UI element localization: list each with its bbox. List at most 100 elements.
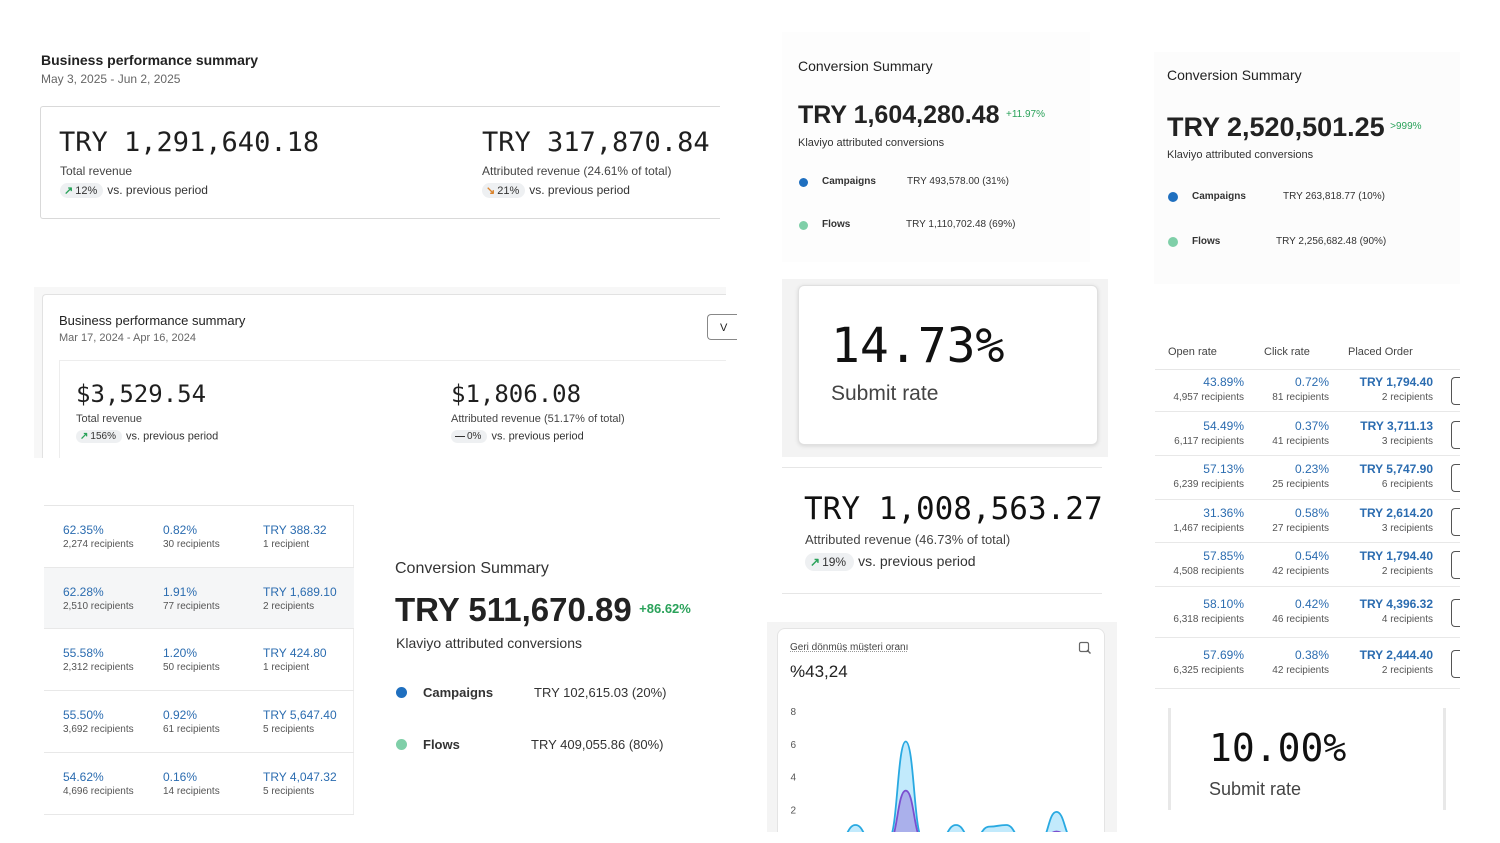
conv-right-card	[1154, 52, 1460, 284]
row-action-button[interactable]	[1451, 464, 1460, 492]
campaigns-dot	[799, 178, 808, 187]
conv-mid-value: TRY 1,604,280.48 +11.97%	[798, 101, 1045, 130]
bps1-total-label: Total revenue	[60, 164, 133, 178]
placed-order[interactable]: TRY 1,689.10	[263, 585, 337, 599]
conv-large-label: Klaviyo attributed conversions	[396, 635, 582, 651]
table-row[interactable]: 55.50% 3,692 recipients 0.92% 61 recipie…	[44, 691, 354, 753]
click-rate: 1.91%	[163, 585, 198, 599]
table-row[interactable]: 54.49% 6,117 recipients 0.37% 41 recipients…	[1155, 413, 1460, 456]
header-click-rate[interactable]: Click rate	[1264, 346, 1310, 358]
placed-order[interactable]: TRY 5,747.90	[1359, 462, 1433, 476]
placed-order[interactable]: TRY 1,794.40	[1359, 375, 1433, 389]
campaigns-dot	[1168, 192, 1178, 202]
table-row[interactable]: 57.69% 6,325 recipients 0.38% 42 recipients…	[1155, 638, 1460, 689]
click-rate: 0.37%	[1294, 419, 1329, 433]
bps2-total-value: $3,529.54	[76, 380, 207, 408]
bps1-total-change: ↗ 12% vs. previous period	[60, 183, 208, 199]
attributed-label: Attributed revenue (46.73% of total)	[805, 532, 1011, 547]
change-badge: ↗ 19%	[805, 553, 855, 572]
bps2-total-label: Total revenue	[76, 413, 143, 425]
open-rate: 31.36%	[1203, 506, 1244, 520]
chart-title: Geri dönmüş müşteri oranı	[790, 642, 909, 653]
order-recipients: 4 recipients	[1381, 614, 1433, 625]
header-open-rate[interactable]: Open rate	[1168, 346, 1217, 358]
divider	[59, 360, 60, 458]
placed-order[interactable]: TRY 2,614.20	[1359, 506, 1433, 520]
click-recipients: 77 recipients	[163, 601, 220, 612]
table-row[interactable]: 31.36% 1,467 recipients 0.58% 27 recipients…	[1155, 500, 1460, 543]
table-row[interactable]: 57.85% 4,508 recipients 0.54% 42 recipients…	[1155, 543, 1460, 587]
submit-rate-card-2	[1168, 708, 1446, 810]
placed-order[interactable]: TRY 1,794.40	[1359, 549, 1433, 563]
trend-up-icon: ↗	[64, 185, 74, 198]
change-value: 0%	[467, 431, 482, 442]
submit-rate-value: 14.73%	[831, 318, 1005, 374]
row-action-button[interactable]	[1451, 421, 1460, 449]
placed-order[interactable]: TRY 4,396.32	[1359, 597, 1433, 611]
row-action-button[interactable]	[1451, 599, 1460, 627]
open-rate: 57.13%	[1203, 462, 1244, 476]
flows-dot	[1168, 237, 1178, 247]
header-placed-order[interactable]: Placed Order	[1348, 346, 1413, 358]
change-badge: —0%	[451, 430, 488, 443]
table-row[interactable]: 58.10% 6,318 recipients 0.42% 46 recipients…	[1155, 587, 1460, 638]
row-action-button[interactable]	[1451, 508, 1460, 536]
attributed-value: TRY 1,008,563.27	[804, 491, 1103, 527]
placed-order[interactable]: TRY 4,047.32	[263, 770, 337, 784]
area-chart: 2 4 6 8	[790, 707, 1068, 832]
click-recipients: 14 recipients	[163, 786, 220, 797]
placed-order[interactable]: TRY 2,444.40	[1359, 648, 1433, 662]
bps1-attr-value: TRY 317,870.84	[482, 127, 710, 158]
table-row[interactable]: 62.28% 2,510 recipients 1.91% 77 recipie…	[44, 567, 354, 629]
row-action-button[interactable]	[1451, 551, 1460, 579]
open-rate: 62.35%	[63, 523, 104, 537]
open-rate: 54.62%	[63, 770, 104, 784]
submit-rate-value: 10.00%	[1209, 726, 1347, 770]
left-table: 62.35% 2,274 recipients 0.82% 30 recipie…	[44, 505, 354, 815]
bps2-card	[42, 294, 726, 458]
conversion-value: TRY 1,604,280.48	[798, 101, 1000, 129]
open-recipients: 3,692 recipients	[63, 724, 134, 735]
open-rate: 54.49%	[1203, 419, 1244, 433]
table-row[interactable]: 55.58% 2,312 recipients 1.20% 50 recipie…	[44, 629, 354, 691]
change-badge: ↗ 12%	[60, 183, 104, 199]
zoom-icon[interactable]	[1078, 641, 1092, 655]
click-rate: 0.58%	[1294, 506, 1329, 520]
change-value: 156%	[90, 431, 116, 442]
right-table: Open rate Click rate Placed Order	[1155, 335, 1460, 690]
click-recipients: 27 recipients	[1272, 523, 1329, 534]
open-recipients: 4,508 recipients	[1173, 566, 1244, 577]
change-value: 21%	[497, 185, 520, 198]
bps1-card	[40, 106, 720, 219]
vs-label: vs. previous period	[107, 183, 208, 197]
conv-right-title: Conversion Summary	[1167, 67, 1302, 83]
conv-large-value: TRY 511,670.89 +86.62%	[395, 591, 691, 629]
table-row[interactable]: 43.89% 4,957 recipients 0.72% 81 recipients…	[1155, 369, 1460, 412]
open-recipients: 6,318 recipients	[1173, 614, 1244, 625]
click-recipients: 41 recipients	[1272, 436, 1329, 447]
click-rate: 0.72%	[1294, 375, 1329, 389]
vs-label: vs. previous period	[125, 430, 219, 443]
row-action-button[interactable]	[1451, 377, 1460, 405]
conv-large-title: Conversion Summary	[395, 560, 549, 577]
change-value: +86.62%	[639, 601, 691, 616]
conv-mid-title: Conversion Summary	[798, 58, 933, 74]
table-row[interactable]: 57.13% 6,239 recipients 0.23% 25 recipients…	[1155, 456, 1460, 500]
placed-order[interactable]: TRY 3,711.13	[1360, 419, 1433, 433]
click-rate: 0.42%	[1294, 597, 1329, 611]
order-recipients: 2 recipients	[1381, 392, 1433, 403]
placed-order[interactable]: TRY 424.80	[263, 646, 327, 660]
order-recipients: 5 recipients	[263, 724, 315, 735]
open-rate: 43.89%	[1203, 375, 1244, 389]
table-row[interactable]: 54.62% 4,696 recipients 0.16% 14 recipie…	[44, 753, 354, 815]
flows-label: Flows	[1192, 236, 1221, 247]
conversion-value: TRY 511,670.89	[395, 591, 632, 628]
divider	[1155, 369, 1460, 370]
placed-order[interactable]: TRY 388.32	[263, 523, 327, 537]
open-recipients: 1,467 recipients	[1173, 523, 1244, 534]
row-action-button[interactable]	[1451, 650, 1460, 678]
open-recipients: 6,325 recipients	[1173, 665, 1244, 676]
view-button[interactable]: V	[707, 314, 737, 340]
placed-order[interactable]: TRY 5,647.40	[263, 708, 337, 722]
table-row[interactable]: 62.35% 2,274 recipients 0.82% 30 recipie…	[44, 505, 354, 567]
